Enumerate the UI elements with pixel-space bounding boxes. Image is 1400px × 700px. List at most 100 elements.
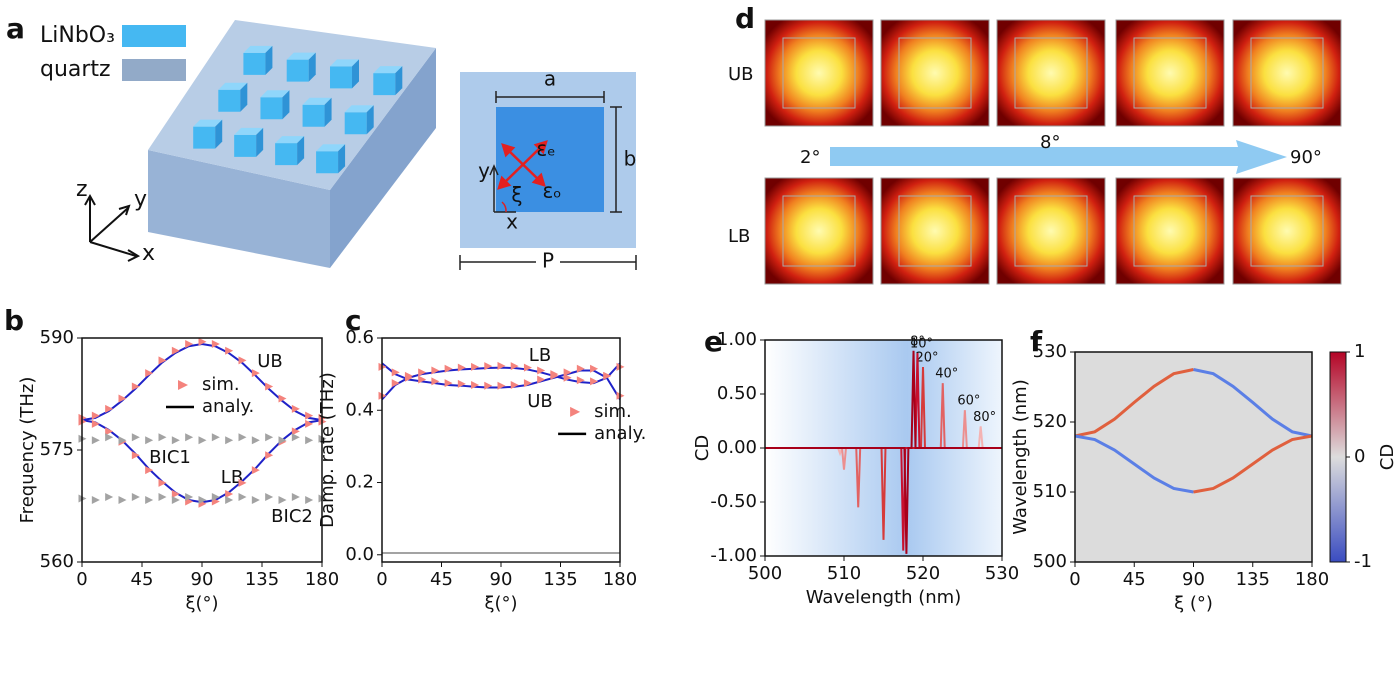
cell-label: a: [544, 67, 556, 91]
row-label: LB: [728, 226, 750, 247]
marker: [251, 436, 260, 445]
marker: [278, 394, 287, 403]
marker: [278, 496, 287, 505]
y-axis-label: Frequency (THz): [17, 377, 38, 524]
series-label: UB: [257, 351, 283, 372]
marker: [198, 496, 207, 505]
cube-right: [308, 52, 316, 82]
y-tick-label: 0.2: [345, 472, 374, 493]
marker: [523, 363, 532, 372]
field-map: [996, 177, 1106, 285]
x-tick-label: 135: [543, 569, 577, 590]
cube-side: [275, 143, 298, 166]
marker: [225, 490, 234, 499]
x-tick-label: 0: [376, 569, 387, 590]
marker: [497, 381, 506, 390]
cube-top: [286, 52, 316, 60]
field-map: [764, 177, 874, 285]
y-tick-label: 0.6: [345, 327, 374, 348]
marker: [158, 478, 167, 487]
marker: [91, 411, 100, 420]
x-tick-label: 45: [1123, 569, 1146, 590]
marker: [131, 493, 140, 502]
x-tick-label: 90: [1182, 569, 1205, 590]
marker: [211, 433, 220, 442]
axis-letter: z: [76, 177, 88, 202]
marker: [404, 373, 413, 382]
x-tick-label: 520: [906, 563, 940, 584]
marker: [225, 346, 234, 355]
x-tick-label: 135: [245, 569, 279, 590]
plot-frame: [381, 337, 621, 563]
y-tick-label: 0.00: [717, 437, 757, 458]
series-label: BIC1: [149, 447, 191, 468]
marker: [225, 436, 234, 445]
marker: [118, 436, 127, 445]
legend-text: sim.: [594, 401, 632, 422]
colorbar-tick-label: 1: [1354, 341, 1365, 362]
field-map: [1115, 19, 1225, 127]
marker: [131, 433, 140, 442]
panel-label: f: [1030, 325, 1043, 358]
marker: [444, 364, 453, 373]
cube-side: [330, 66, 353, 89]
marker: [590, 364, 599, 373]
marker: [484, 381, 493, 390]
y-tick-label: 500: [1033, 551, 1067, 572]
marker: [590, 377, 599, 386]
field-inner: [1014, 195, 1088, 267]
marker: [105, 433, 114, 442]
marker: [118, 496, 127, 505]
cube-top: [302, 97, 332, 105]
cube-right: [297, 136, 305, 166]
field-map: [1115, 177, 1225, 285]
label-bg: [536, 250, 560, 274]
line: [1193, 434, 1313, 494]
cube-top: [373, 66, 403, 74]
cube-side: [344, 112, 367, 135]
arrow-label: 90°: [1290, 147, 1322, 168]
marker: [305, 411, 314, 420]
marker: [91, 496, 100, 505]
y-tick-label: 510: [1033, 481, 1067, 502]
x-tick-label: 90: [191, 569, 214, 590]
y-tick-label: 0.4: [345, 399, 374, 420]
marker: [198, 436, 207, 445]
marker: [291, 427, 300, 436]
field-inner: [1014, 37, 1088, 109]
marker: [523, 379, 532, 388]
marker: [211, 493, 220, 502]
x-tick-label: 500: [748, 563, 782, 584]
field-inner: [898, 195, 972, 267]
cube-right: [256, 127, 264, 157]
slab: [148, 20, 436, 268]
x-tick-label: 45: [131, 569, 154, 590]
plot-frame: [81, 337, 323, 563]
cube-side: [260, 97, 283, 120]
series-label: 40°: [935, 367, 958, 382]
marker: [105, 404, 114, 413]
marker: [91, 419, 100, 428]
marker: [211, 339, 220, 348]
x-tick-label: 510: [827, 563, 861, 584]
x-tick-label: 180: [305, 569, 339, 590]
marker: [131, 382, 140, 391]
marker: [131, 451, 140, 460]
cube-top: [243, 45, 273, 53]
legend-text: analy.: [202, 396, 254, 417]
field-inner: [782, 195, 856, 267]
field-inner: [1250, 195, 1324, 267]
marker: [91, 436, 100, 445]
plot-bg: [1075, 352, 1312, 562]
cube-top: [193, 119, 223, 127]
marker: [145, 466, 154, 475]
marker: [185, 433, 194, 442]
marker: [238, 493, 247, 502]
cube-top: [316, 144, 346, 152]
field-map: [996, 19, 1106, 127]
panel-label: e: [704, 325, 723, 358]
cube-top: [260, 90, 290, 98]
field-inner: [1250, 37, 1324, 109]
marker: [550, 371, 559, 380]
row-label: UB: [728, 64, 754, 85]
